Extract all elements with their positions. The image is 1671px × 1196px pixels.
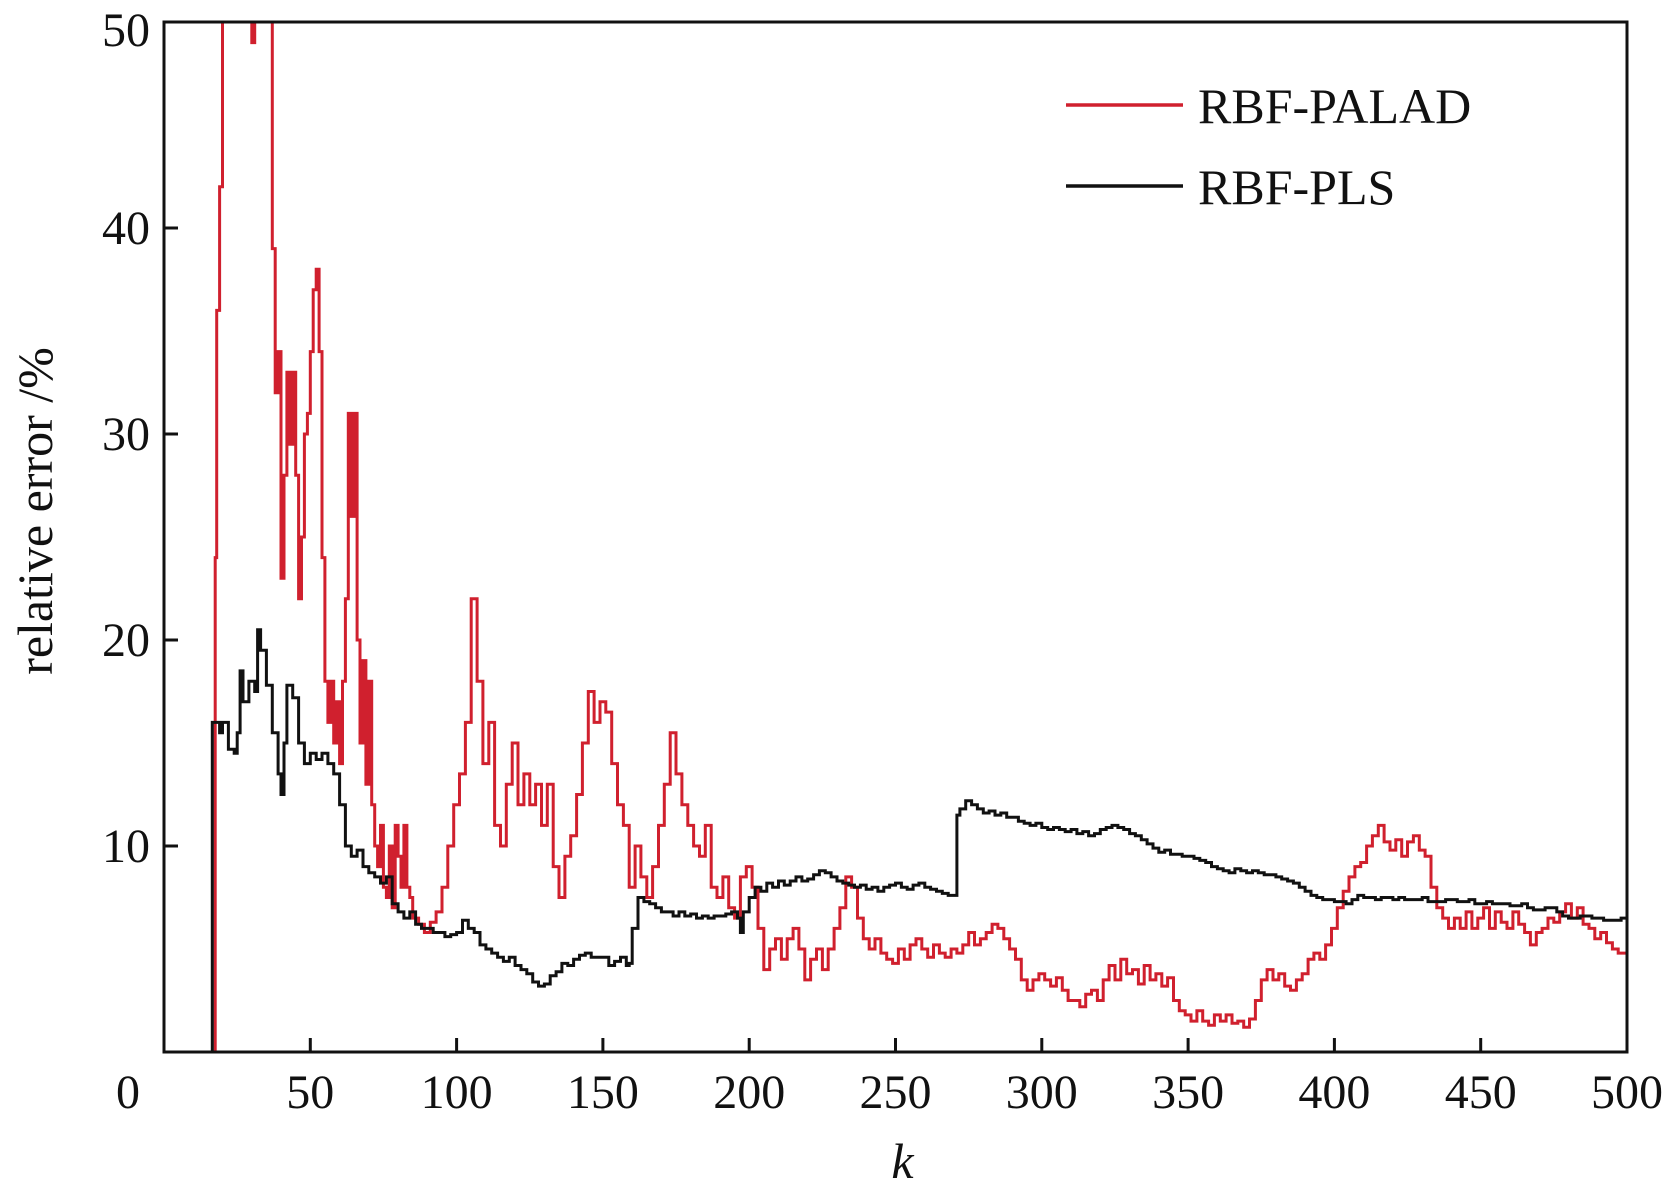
x-tick-label: 400: [1298, 1066, 1370, 1119]
series-line-rbf-pls: [164, 628, 1627, 1052]
legend: RBF-PALAD RBF-PLS: [1066, 78, 1471, 215]
y-tick-label: 50: [102, 4, 150, 57]
x-tick-label: 450: [1445, 1066, 1517, 1119]
legend-label-rbf-palad: RBF-PALAD: [1198, 78, 1471, 134]
x-axis-label: k: [891, 1133, 914, 1189]
x-tick-label: 250: [860, 1066, 932, 1119]
x-tick-label: 350: [1152, 1066, 1224, 1119]
x-axis-ticks: 0 50 100 150 200 250 300 350 400 450 500: [116, 1038, 1663, 1119]
x-tick-label: 500: [1591, 1066, 1663, 1119]
x-tick-label: 100: [421, 1066, 493, 1119]
y-tick-label: 30: [102, 408, 150, 461]
y-axis-ticks: 10 20 30 40 50: [102, 4, 178, 873]
y-tick-label: 10: [102, 820, 150, 873]
y-tick-label: 40: [102, 202, 150, 255]
plot-frame: [162, 20, 1629, 1054]
x-tick-label: 150: [567, 1066, 639, 1119]
series-line-rbf-palad: [164, 22, 1627, 1052]
y-axis-label: relative error /%: [7, 347, 63, 675]
legend-label-rbf-pls: RBF-PLS: [1198, 159, 1395, 215]
y-tick-label: 20: [102, 614, 150, 667]
x-tick-label: 300: [1006, 1066, 1078, 1119]
x-tick-label: 0: [116, 1066, 140, 1119]
series-layer: [164, 22, 1627, 1052]
x-tick-label: 50: [286, 1066, 334, 1119]
x-tick-label: 200: [713, 1066, 785, 1119]
